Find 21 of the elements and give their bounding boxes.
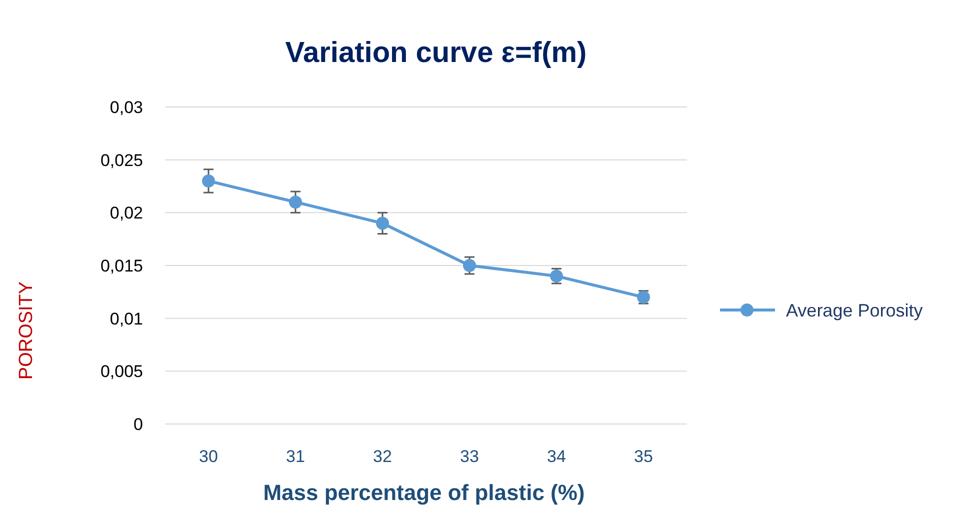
y-tick-label: 0,025 <box>100 150 143 170</box>
y-tick-label: 0,01 <box>110 309 143 328</box>
point <box>463 259 476 272</box>
x-axis-title: Mass percentage of plastic (%) <box>263 480 585 505</box>
x-tick-label: 35 <box>634 447 653 466</box>
x-tick-label: 32 <box>373 447 392 466</box>
chart-title: Variation curve ε=f(m) <box>285 37 587 69</box>
legend-label: Average Porosity <box>786 300 923 320</box>
x-tick-label: 31 <box>286 447 305 466</box>
y-tick-label: 0 <box>134 414 143 434</box>
y-axis-title: POROSITY <box>16 281 37 380</box>
y-tick-label: 0,02 <box>110 204 143 223</box>
point <box>202 174 215 188</box>
y-tick-label: 0,015 <box>100 256 143 276</box>
y-tick-label: 0,005 <box>100 362 143 382</box>
y-tick-label: 0,03 <box>110 98 143 117</box>
x-tick-label: 33 <box>460 447 479 466</box>
point <box>376 216 389 230</box>
x-tick-label: 34 <box>547 447 566 466</box>
point <box>289 196 302 209</box>
x-tick-label: 30 <box>199 447 218 466</box>
